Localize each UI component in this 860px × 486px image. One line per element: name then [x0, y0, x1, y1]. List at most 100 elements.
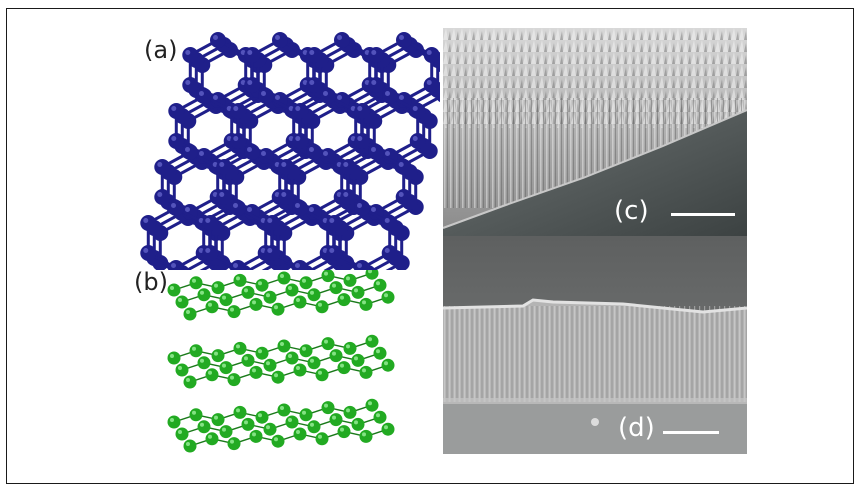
layer-atom — [299, 276, 313, 290]
lattice-atom — [202, 245, 219, 261]
lattice-atom — [230, 260, 246, 276]
layer-atom — [211, 281, 225, 295]
lattice-atom — [154, 189, 171, 205]
lattice-atom — [244, 144, 260, 160]
layer-atom — [219, 361, 233, 375]
layer-atom — [307, 356, 321, 370]
lattice-atom — [216, 189, 233, 205]
layer-atom — [211, 349, 225, 363]
lattice-atom — [423, 47, 440, 63]
scale-bar-c — [671, 213, 735, 216]
panel-b-layers — [160, 266, 410, 470]
lattice-atom — [140, 215, 157, 231]
layer-atom — [263, 358, 277, 372]
lattice-atom — [230, 133, 247, 149]
layer-atom — [351, 353, 365, 367]
lattice-atom — [196, 88, 212, 104]
layer-atom — [351, 417, 365, 431]
lattice-atom — [230, 200, 246, 216]
layer-atom — [315, 300, 329, 314]
sem-micrograph-c — [443, 28, 747, 236]
layer-atom — [343, 273, 357, 287]
layer-atom — [307, 420, 321, 434]
lattice-atom — [354, 200, 370, 216]
layer-atom — [233, 405, 247, 419]
lattice-atom — [306, 47, 323, 63]
layer-atom — [365, 334, 379, 348]
lattice-atom — [168, 103, 185, 119]
lattice-atom — [368, 77, 385, 93]
lattice-atom — [368, 47, 385, 63]
lattice-atom — [272, 32, 288, 48]
layer-atom — [197, 288, 211, 302]
layer-atom — [343, 405, 357, 419]
panel-a-lattice — [140, 20, 452, 286]
layer-atom — [183, 375, 197, 389]
layer-atom — [219, 293, 233, 307]
layer-atom — [299, 408, 313, 422]
lattice-atom — [278, 159, 295, 175]
layer-atom — [271, 302, 285, 316]
layer-atom — [277, 339, 291, 353]
layer-atom — [307, 288, 321, 302]
layer-atom — [189, 344, 203, 358]
lattice-atom — [395, 159, 412, 175]
layer-atom — [321, 269, 335, 283]
lattice-atom — [382, 88, 398, 104]
lattice-atom — [230, 103, 247, 119]
layer-atom — [321, 401, 335, 415]
sem-micrograph-d — [443, 236, 747, 454]
layer-atom — [315, 432, 329, 446]
layer-atom — [263, 290, 277, 304]
lattice-atom — [140, 245, 157, 261]
layer-atom — [255, 346, 269, 360]
layer-atom — [241, 417, 255, 431]
layer-atom — [373, 410, 387, 424]
lattice-atom — [409, 133, 426, 149]
lattice-atom — [292, 200, 308, 216]
layer-atom — [249, 429, 263, 443]
layer-atom — [381, 290, 395, 304]
layer-atom — [285, 283, 299, 297]
layer-atom — [293, 363, 307, 377]
lattice-atom — [154, 159, 171, 175]
lattice-atom — [264, 215, 281, 231]
lattice-atom — [216, 159, 233, 175]
lattice-atom — [202, 215, 219, 231]
layer-atom — [233, 341, 247, 355]
lattice-atom — [326, 215, 343, 231]
layer-atom — [381, 358, 395, 372]
layer-atom — [315, 368, 329, 382]
layer-atom — [329, 281, 343, 295]
atomic-layer — [167, 334, 395, 389]
layer-atom — [183, 307, 197, 321]
scale-bar-d — [663, 431, 719, 434]
lattice-atom — [182, 144, 198, 160]
layer-atom — [249, 297, 263, 311]
layer-atom — [197, 420, 211, 434]
lattice-atom — [264, 245, 281, 261]
lattice-atom — [326, 245, 343, 261]
layered-lattice-image — [167, 266, 395, 453]
lattice-atom — [182, 47, 199, 63]
lattice-atom — [395, 189, 412, 205]
layer-atom — [241, 285, 255, 299]
layer-atom — [227, 373, 241, 387]
layer-atom — [175, 427, 189, 441]
lattice-atom — [278, 189, 295, 205]
lattice-atom — [292, 133, 309, 149]
lattice-atom — [381, 245, 398, 261]
layer-atom — [189, 408, 203, 422]
lattice-atom — [368, 144, 384, 160]
layer-atom — [299, 344, 313, 358]
lattice-atom — [381, 215, 398, 231]
layer-atom — [189, 276, 203, 290]
layer-atom — [321, 337, 335, 351]
layer-atom — [167, 415, 181, 429]
layer-atom — [227, 437, 241, 451]
layer-atom — [277, 271, 291, 285]
layer-atom — [271, 370, 285, 384]
lattice-atom — [292, 103, 309, 119]
layer-atom — [255, 410, 269, 424]
layer-atom — [241, 353, 255, 367]
